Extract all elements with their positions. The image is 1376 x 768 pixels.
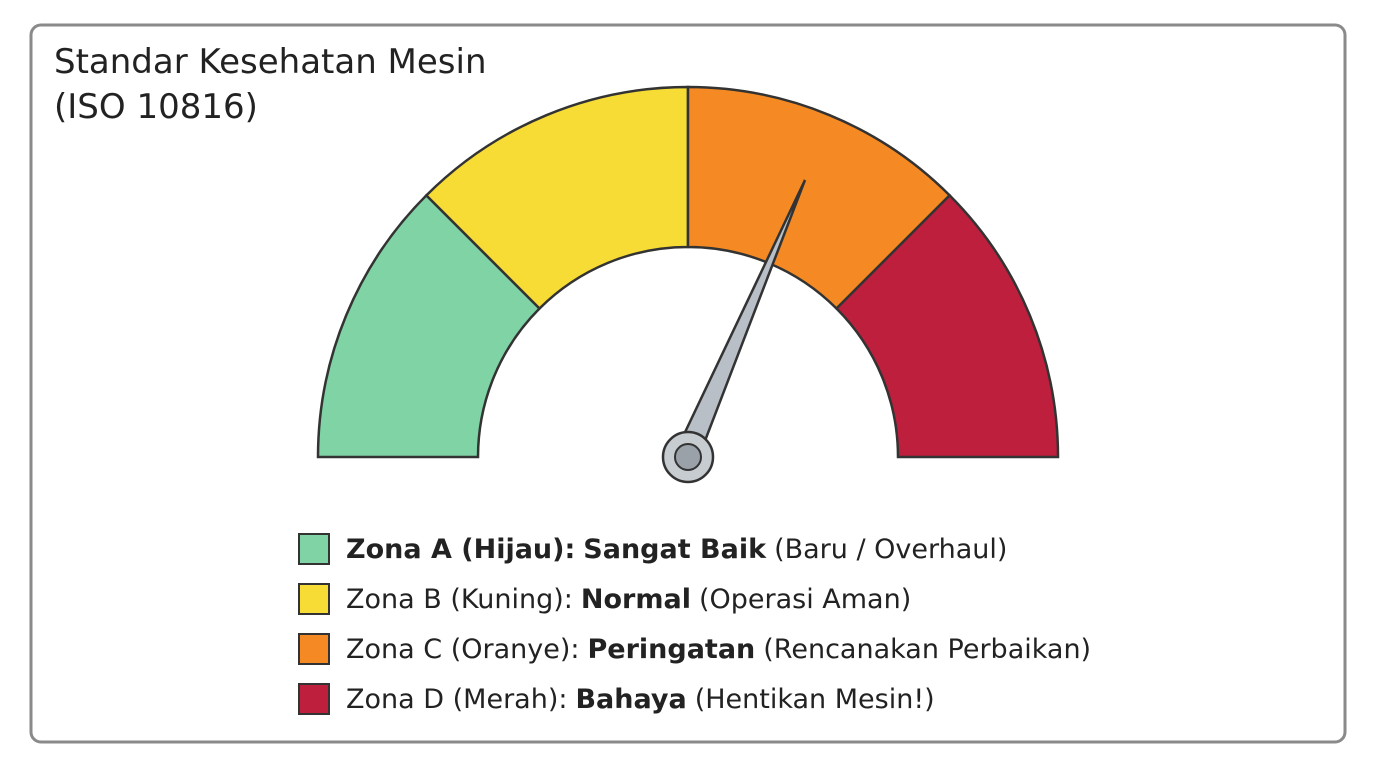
- legend: Zona A (Hijau): Sangat Baik (Baru / Overha…: [298, 524, 1099, 724]
- legend-item: Zona C (Oranye): Peringatan (Rencanakan Pe…: [298, 624, 1099, 674]
- legend-status: Peringatan: [587, 633, 756, 665]
- legend-item: Zona D (Merah): Bahaya (Hentikan Mesin!): [298, 674, 1099, 724]
- legend-swatch: [298, 583, 330, 615]
- legend-label: Zona D (Merah):: [346, 683, 568, 715]
- legend-note: (Hentikan Mesin!): [694, 683, 935, 715]
- legend-note: (Rencanakan Perbaikan): [763, 633, 1092, 665]
- gauge-zone: [316, 193, 542, 459]
- legend-status: Bahaya: [575, 683, 687, 715]
- legend-item: Zona A (Hijau): Sangat Baik (Baru / Overha…: [298, 524, 1099, 574]
- needle: [661, 179, 807, 484]
- legend-label: Zona A (Hijau):: [346, 533, 576, 565]
- title: (ISO 10816): [54, 87, 258, 127]
- gauge-zone: [424, 85, 690, 311]
- legend-swatch: [298, 533, 330, 565]
- legend-label: Zona B (Kuning):: [346, 583, 573, 615]
- legend-label: Zona C (Oranye):: [346, 633, 580, 665]
- legend-item: Zona B (Kuning): Normal (Operasi Aman): [298, 574, 1099, 624]
- legend-status: Normal: [580, 583, 691, 615]
- legend-status: Sangat Baik: [583, 533, 767, 565]
- gauge: [316, 85, 1060, 459]
- legend-note: (Operasi Aman): [698, 583, 912, 615]
- legend-note: (Baru / Overhaul): [774, 533, 1008, 565]
- gauge-zone: [686, 85, 952, 311]
- legend-swatch: [298, 633, 330, 665]
- gauge-zone: [834, 193, 1060, 459]
- legend-swatch: [298, 683, 330, 715]
- frame: [29, 23, 1347, 744]
- needle-cap: [674, 443, 702, 471]
- title: Standar Kesehatan Mesin: [54, 42, 487, 82]
